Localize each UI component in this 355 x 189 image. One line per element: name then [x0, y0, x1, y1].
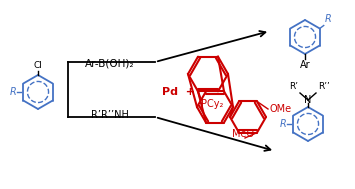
Text: R: R	[325, 15, 332, 25]
Text: Pd  +: Pd +	[162, 87, 195, 97]
Text: PCy₂: PCy₂	[201, 99, 223, 109]
Text: MeO: MeO	[232, 129, 254, 139]
Text: R: R	[9, 87, 16, 97]
Text: Ar-B(OH)₂: Ar-B(OH)₂	[85, 59, 135, 69]
Text: Ar: Ar	[300, 60, 310, 70]
Text: R’’: R’’	[318, 82, 330, 91]
Text: Cl: Cl	[34, 61, 43, 70]
Text: N: N	[304, 95, 312, 105]
Text: R’: R’	[289, 82, 298, 91]
Text: OMe: OMe	[269, 104, 291, 114]
Text: R: R	[279, 119, 286, 129]
Text: R’R’’NH: R’R’’NH	[91, 110, 129, 120]
